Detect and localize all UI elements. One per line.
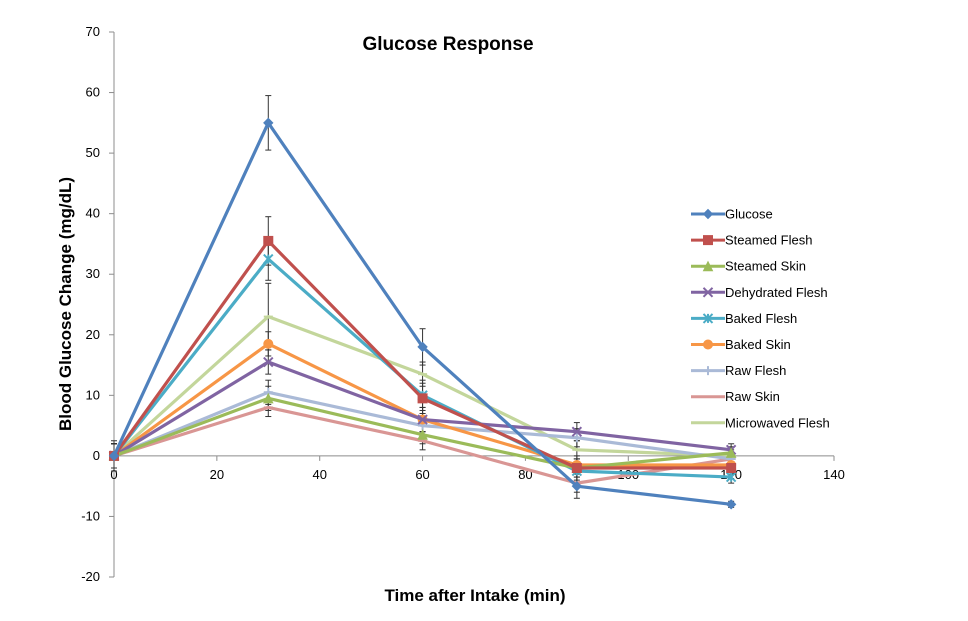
data-point: [263, 253, 274, 265]
data-point: [263, 235, 274, 246]
series-glucose: [108, 117, 737, 510]
legend-item: Baked Flesh: [691, 311, 797, 326]
legend-swatch-marker: [702, 260, 714, 272]
data-point: [725, 499, 737, 510]
legend-swatch-marker: [702, 208, 714, 220]
legend: Glucose Steamed Flesh Steamed Skin Dehydrat…: [691, 207, 830, 430]
y-axis-title: Blood Glucose Change (mg/dL): [56, 177, 75, 431]
data-point: [725, 471, 737, 483]
legend-label: Raw Flesh: [725, 363, 786, 378]
legend-item: Microwaved Flesh: [691, 415, 830, 430]
y-tick-label: 20: [86, 327, 100, 342]
legend-item: Raw Flesh: [691, 363, 786, 378]
y-tick-label: 50: [86, 145, 100, 160]
data-point: [417, 414, 428, 425]
x-tick-label: 40: [312, 467, 326, 482]
y-tick-label: 30: [86, 266, 100, 281]
y-tick-label: 40: [86, 206, 100, 221]
legend-swatch-marker: [703, 235, 713, 246]
legend-label: Baked Flesh: [725, 311, 797, 326]
data-point: [262, 392, 274, 404]
y-tick-label: 0: [93, 448, 100, 463]
x-tick-label: 140: [823, 467, 845, 482]
legend-item: Glucose: [691, 207, 773, 222]
legend-item: Baked Skin: [691, 337, 791, 352]
legend-swatch-marker: [702, 287, 714, 298]
data-point: [263, 117, 274, 129]
y-tick-label: 60: [86, 85, 100, 100]
legend-item: Steamed Skin: [691, 259, 806, 274]
data-point: [417, 393, 428, 404]
legend-label: Steamed Flesh: [725, 233, 812, 248]
y-tick-label: -10: [81, 508, 100, 523]
data-point: [263, 338, 274, 349]
chart-title: Glucose Response: [362, 34, 533, 55]
data-point: [726, 463, 737, 473]
data-point: [725, 447, 737, 458]
legend-swatch-marker: [703, 339, 713, 350]
x-tick-label: 0: [110, 467, 117, 482]
legend-label: Baked Skin: [725, 337, 791, 352]
legend-label: Dehydrated Flesh: [725, 285, 828, 300]
x-tick-label: 20: [210, 467, 224, 482]
legend-label: Raw Skin: [725, 389, 780, 404]
legend-label: Microwaved Flesh: [725, 415, 830, 430]
legend-swatch-marker: [703, 366, 713, 376]
legend-swatch-marker: [702, 313, 714, 324]
y-tick-label: 10: [86, 387, 100, 402]
data-point: [417, 429, 428, 440]
axes: -20-10010203040506070020406080100120140: [81, 24, 845, 584]
data-point: [572, 433, 582, 443]
data-point: [108, 450, 120, 462]
data-point: [571, 426, 583, 437]
data-point: [263, 356, 274, 368]
y-tick-label: -20: [81, 569, 100, 584]
legend-item: Steamed Flesh: [691, 233, 812, 248]
data-point: [571, 480, 583, 492]
series-lines: [108, 117, 737, 510]
legend-label: Steamed Skin: [725, 259, 806, 274]
data-point: [417, 341, 428, 353]
data-point: [571, 463, 582, 473]
y-tick-label: 70: [86, 24, 100, 39]
x-axis-title: Time after Intake (min): [384, 586, 565, 605]
legend-item: Raw Skin: [691, 389, 780, 404]
x-tick-label: 60: [415, 467, 429, 482]
legend-item: Dehydrated Flesh: [691, 285, 828, 300]
legend-label: Glucose: [725, 207, 773, 222]
